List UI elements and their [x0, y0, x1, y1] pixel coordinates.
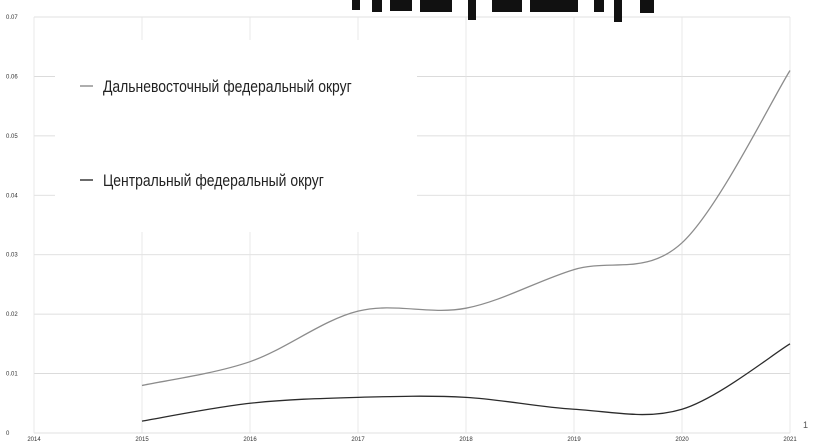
- x-tick-label: 2018: [459, 437, 473, 443]
- legend-label-series-1: Центральный федеральный округ: [103, 172, 324, 191]
- x-tick-label: 2017: [351, 437, 365, 443]
- series-lines: [141, 70, 791, 422]
- y-axis-tick-labels: 0 0.01 0.02 0.03 0.04 0.05 0.06 0.07: [6, 15, 18, 437]
- x-axis-tick-labels: 2014 2015 2016 2017 2018 2019 2020 2021: [27, 437, 797, 443]
- y-tick-label: 0.01: [6, 372, 18, 378]
- x-tick-label: 2015: [135, 437, 149, 443]
- legend-background: [55, 40, 417, 232]
- x-tick-label: 2019: [567, 437, 581, 443]
- cropped-title-fragment: [352, 0, 654, 22]
- series-line-1: [141, 343, 791, 422]
- x-tick-label: 2021: [783, 437, 797, 443]
- x-tick-label: 2016: [243, 437, 257, 443]
- y-tick-label: 0.06: [6, 74, 18, 80]
- y-tick-label: 0.05: [6, 134, 18, 140]
- series-line-0: [141, 70, 791, 387]
- y-tick-label: 0.02: [6, 312, 18, 318]
- y-tick-label: 0.03: [6, 253, 18, 259]
- y-tick-label: 0.04: [6, 193, 18, 199]
- y-tick-label: 0: [6, 431, 10, 437]
- legend: Дальневосточный федеральный округ Центра…: [55, 40, 417, 232]
- x-tick-label: 2020: [675, 437, 689, 443]
- y-tick-label: 0.07: [6, 15, 18, 21]
- legend-label-series-0: Дальневосточный федеральный округ: [103, 78, 352, 97]
- annotation-mark: 1: [803, 420, 808, 430]
- x-tick-label: 2014: [27, 437, 41, 443]
